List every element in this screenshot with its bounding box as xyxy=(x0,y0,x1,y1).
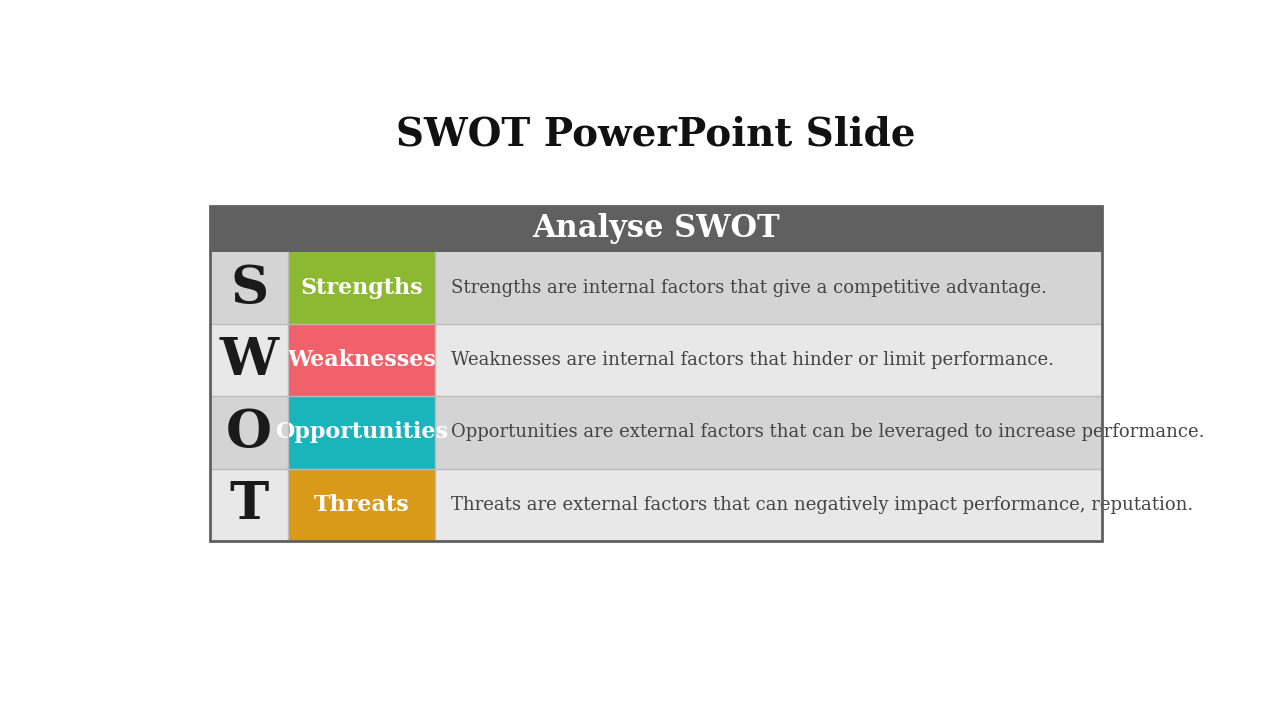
Text: O: O xyxy=(227,407,273,458)
Bar xyxy=(288,324,435,396)
Bar xyxy=(288,252,435,324)
Bar xyxy=(210,206,1102,252)
Text: Strengths: Strengths xyxy=(301,277,422,299)
Bar xyxy=(210,469,1102,541)
Text: T: T xyxy=(229,479,269,530)
Bar xyxy=(210,324,1102,396)
Text: Analyse SWOT: Analyse SWOT xyxy=(532,213,780,244)
Text: W: W xyxy=(220,335,279,386)
Text: SWOT PowerPoint Slide: SWOT PowerPoint Slide xyxy=(397,115,915,153)
Text: Weaknesses are internal factors that hinder or limit performance.: Weaknesses are internal factors that hin… xyxy=(451,351,1053,369)
Bar xyxy=(288,396,435,469)
Text: Threats are external factors that can negatively impact performance, reputation.: Threats are external factors that can ne… xyxy=(451,495,1193,513)
Text: Weaknesses: Weaknesses xyxy=(287,349,436,372)
Text: S: S xyxy=(230,263,269,313)
Text: Threats: Threats xyxy=(314,494,410,516)
Bar xyxy=(210,206,1102,541)
Bar xyxy=(210,396,1102,469)
Text: Strengths are internal factors that give a competitive advantage.: Strengths are internal factors that give… xyxy=(451,279,1047,297)
Bar xyxy=(288,469,435,541)
Bar xyxy=(210,252,1102,324)
Text: Opportunities: Opportunities xyxy=(275,421,448,444)
Text: Opportunities are external factors that can be leveraged to increase performance: Opportunities are external factors that … xyxy=(451,423,1204,441)
